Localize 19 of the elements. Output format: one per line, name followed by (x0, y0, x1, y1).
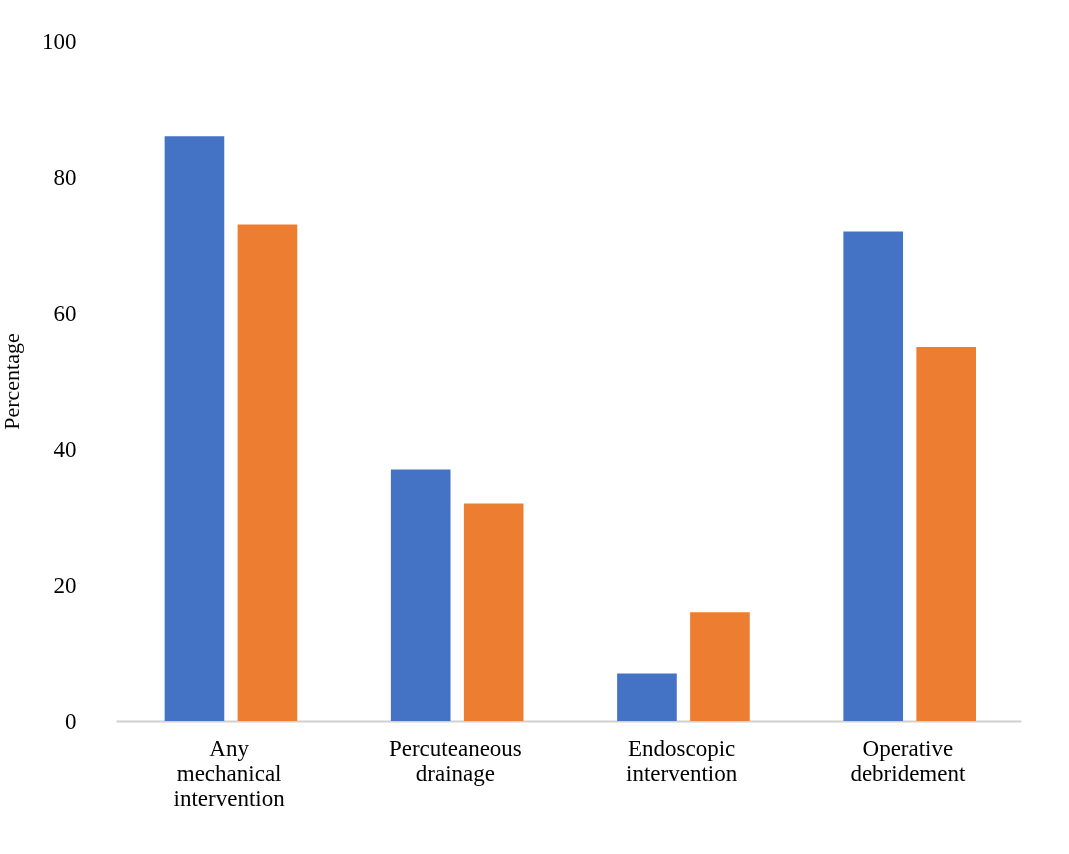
bar (916, 347, 977, 721)
y-tick-label: 20 (53, 572, 77, 598)
x-tick-label: Endoscopic intervention (626, 735, 738, 786)
bar (690, 612, 750, 721)
x-tick-label: Operative debridement (850, 735, 966, 786)
x-tick-label: Any mechanical intervention (173, 735, 286, 811)
y-tick-label: 80 (53, 164, 77, 190)
y-tick-label: 0 (65, 708, 77, 734)
bar (617, 673, 677, 721)
bar (237, 224, 298, 721)
y-tick-label: 40 (53, 436, 77, 462)
bar (390, 469, 451, 721)
bar (164, 136, 225, 721)
x-tick-label: Percuteaneous drainage (388, 735, 522, 786)
y-tick-label: 60 (53, 300, 77, 326)
y-axis-title: Percentage (0, 333, 24, 430)
bar (463, 503, 524, 721)
bar (843, 231, 904, 721)
y-tick-label: 100 (42, 28, 77, 54)
